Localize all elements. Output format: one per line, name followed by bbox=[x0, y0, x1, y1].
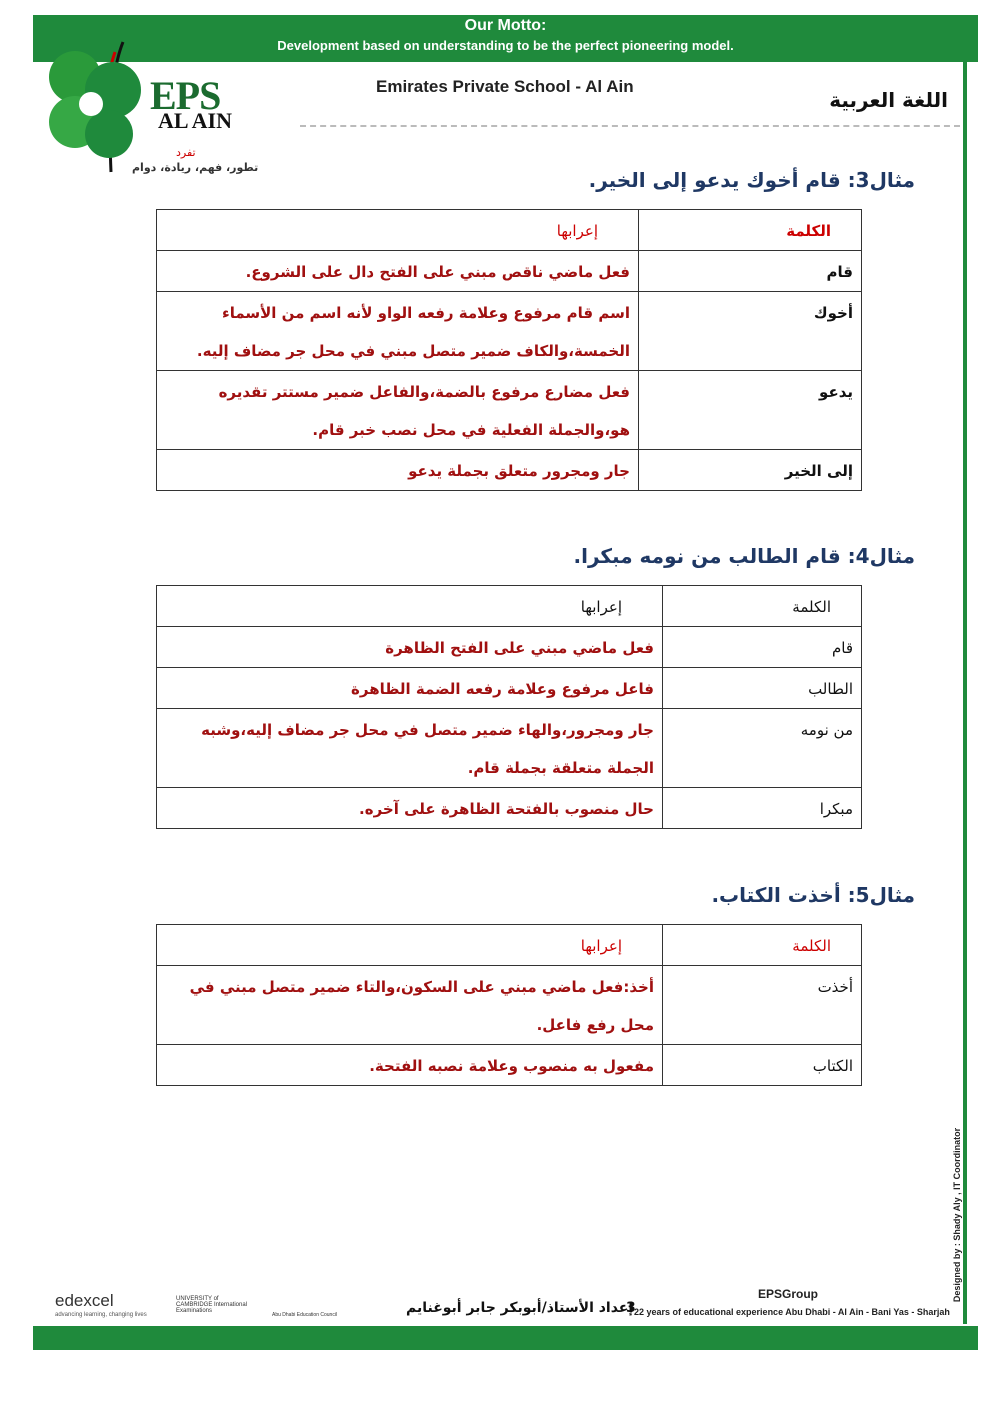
logo-tagline: تفرد bbox=[176, 146, 196, 159]
cambridge: UNIVERSITY of CAMBRIDGE International Ex… bbox=[176, 1296, 248, 1314]
word-cell: أخوك bbox=[638, 291, 862, 371]
page-number: 3 bbox=[626, 1300, 636, 1316]
word-cell: قام bbox=[638, 250, 862, 292]
column-header: إعرابها bbox=[156, 209, 639, 251]
header-row: الكلمة إعرابها bbox=[156, 209, 862, 251]
subject: اللغة العربية bbox=[829, 88, 948, 112]
table-row: أخوك اسم قام مرفوع وعلامة رفعه الواو لأنه… bbox=[156, 291, 862, 371]
analysis-cell: فعل ماضي ناقص مبني على الفتح دال على الش… bbox=[156, 250, 639, 292]
logo-name: EPS bbox=[150, 73, 221, 118]
table-row: من نومه جار ومجرور،والهاء ضمير متصل في مح… bbox=[156, 708, 862, 788]
word-cell: قام bbox=[662, 626, 862, 668]
analysis-table: الكلمة إعرابها أخذت أخذ:فعل ماضي مبني على ا… bbox=[156, 924, 862, 1086]
example: مثال3: قام أخوك يدعو إلى الخير. الكلمة إعر… bbox=[156, 168, 915, 491]
word-cell: إلى الخير bbox=[638, 449, 862, 491]
word-cell: يدعو bbox=[638, 370, 862, 450]
logo-city: AL AIN bbox=[158, 108, 232, 133]
logo-slogan: تطور، فهم، ريادة، دوام bbox=[132, 161, 259, 174]
table-row: قام فعل ماضي ناقص مبني على الفتح دال على … bbox=[156, 250, 862, 292]
analysis-cell: اسم قام مرفوع وعلامة رفعه الواو لأنه اسم… bbox=[156, 291, 639, 371]
school-name: Emirates Private School - Al Ain bbox=[376, 77, 634, 96]
designer: Designed by : Shady Aly , IT Coordinator bbox=[952, 1127, 963, 1303]
analysis-table: الكلمة إعرابها قام فعل ماضي ناقص مبني على ا… bbox=[156, 209, 862, 491]
header-band bbox=[33, 15, 978, 62]
header-row: الكلمة إعرابها bbox=[156, 585, 862, 627]
analysis-cell: أخذ:فعل ماضي مبني على السكون،والتاء ضمير… bbox=[156, 965, 663, 1045]
table-row: إلى الخير جار ومجرور متعلق بجملة يدعو bbox=[156, 449, 862, 491]
example-heading: مثال3: قام أخوك يدعو إلى الخير. bbox=[588, 168, 915, 192]
column-header: إعرابها bbox=[156, 585, 663, 627]
table-row: يدعو فعل مضارع مرفوع بالضمة،والفاعل ضمير … bbox=[156, 370, 862, 450]
column-header: الكلمة bbox=[662, 585, 862, 627]
column-header: الكلمة bbox=[638, 209, 862, 251]
example-heading: مثال4: قام الطالب من نومه مبكرا. bbox=[573, 544, 915, 568]
eps-group: EPSGroup bbox=[758, 1287, 819, 1301]
example: مثال5: أخذت الكتاب. الكلمة إعرابها أخذت أخذ:… bbox=[156, 883, 915, 1086]
analysis-table: الكلمة إعرابها قام فعل ماضي مبني على الفتح … bbox=[156, 585, 862, 829]
table-row: أخذت أخذ:فعل ماضي مبني على السكون،والتاء … bbox=[156, 965, 862, 1045]
word-cell: الكتاب bbox=[662, 1044, 862, 1086]
table-row: مبكرا حال منصوب بالفتحة الظاهرة على آخره. bbox=[156, 787, 862, 829]
analysis-cell: فعل مضارع مرفوع بالضمة،والفاعل ضمير مستت… bbox=[156, 370, 639, 450]
adec: Abu Dhabi Education Council bbox=[272, 1312, 338, 1318]
column-header: إعرابها bbox=[156, 924, 663, 966]
side-border bbox=[963, 62, 967, 1324]
analysis-cell: مفعول به منصوب وعلامة نصبه الفتحة. bbox=[156, 1044, 663, 1086]
word-cell: أخذت bbox=[662, 965, 862, 1045]
divider bbox=[300, 125, 960, 127]
logo-clover bbox=[49, 41, 141, 173]
table-row: قام فعل ماضي مبني على الفتح الظاهرة bbox=[156, 626, 862, 668]
footer-band bbox=[33, 1326, 978, 1350]
analysis-cell: حال منصوب بالفتحة الظاهرة على آخره. bbox=[156, 787, 663, 829]
column-header: الكلمة bbox=[662, 924, 862, 966]
analysis-cell: فعل ماضي مبني على الفتح الظاهرة bbox=[156, 626, 663, 668]
example: مثال4: قام الطالب من نومه مبكرا. الكلمة إع… bbox=[156, 544, 915, 829]
motto-title: Our Motto: bbox=[464, 17, 547, 34]
header-row: الكلمة إعرابها bbox=[156, 924, 862, 966]
analysis-cell: جار ومجرور،والهاء ضمير متصل في محل جر مض… bbox=[156, 708, 663, 788]
experience: 22 years of educational experience Abu D… bbox=[634, 1307, 950, 1317]
word-cell: من نومه bbox=[662, 708, 862, 788]
word-cell: الطالب bbox=[662, 667, 862, 709]
analysis-cell: جار ومجرور متعلق بجملة يدعو bbox=[156, 449, 639, 491]
motto: Development based on understanding to be… bbox=[277, 38, 734, 53]
edexcel: edexcel bbox=[55, 1291, 114, 1310]
edexcel-tag: advancing learning, changing lives bbox=[55, 1312, 147, 1318]
analysis-cell: فاعل مرفوع وعلامة رفعه الضمة الظاهرة bbox=[156, 667, 663, 709]
table-row: الطالب فاعل مرفوع وعلامة رفعه الضمة الظاه… bbox=[156, 667, 862, 709]
author: إعداد الأستاذ/أبوبكر جابر أبوغنايم bbox=[406, 1300, 634, 1316]
table-row: الكتاب مفعول به منصوب وعلامة نصبه الفتحة. bbox=[156, 1044, 862, 1086]
example-heading: مثال5: أخذت الكتاب. bbox=[711, 883, 915, 907]
word-cell: مبكرا bbox=[662, 787, 862, 829]
